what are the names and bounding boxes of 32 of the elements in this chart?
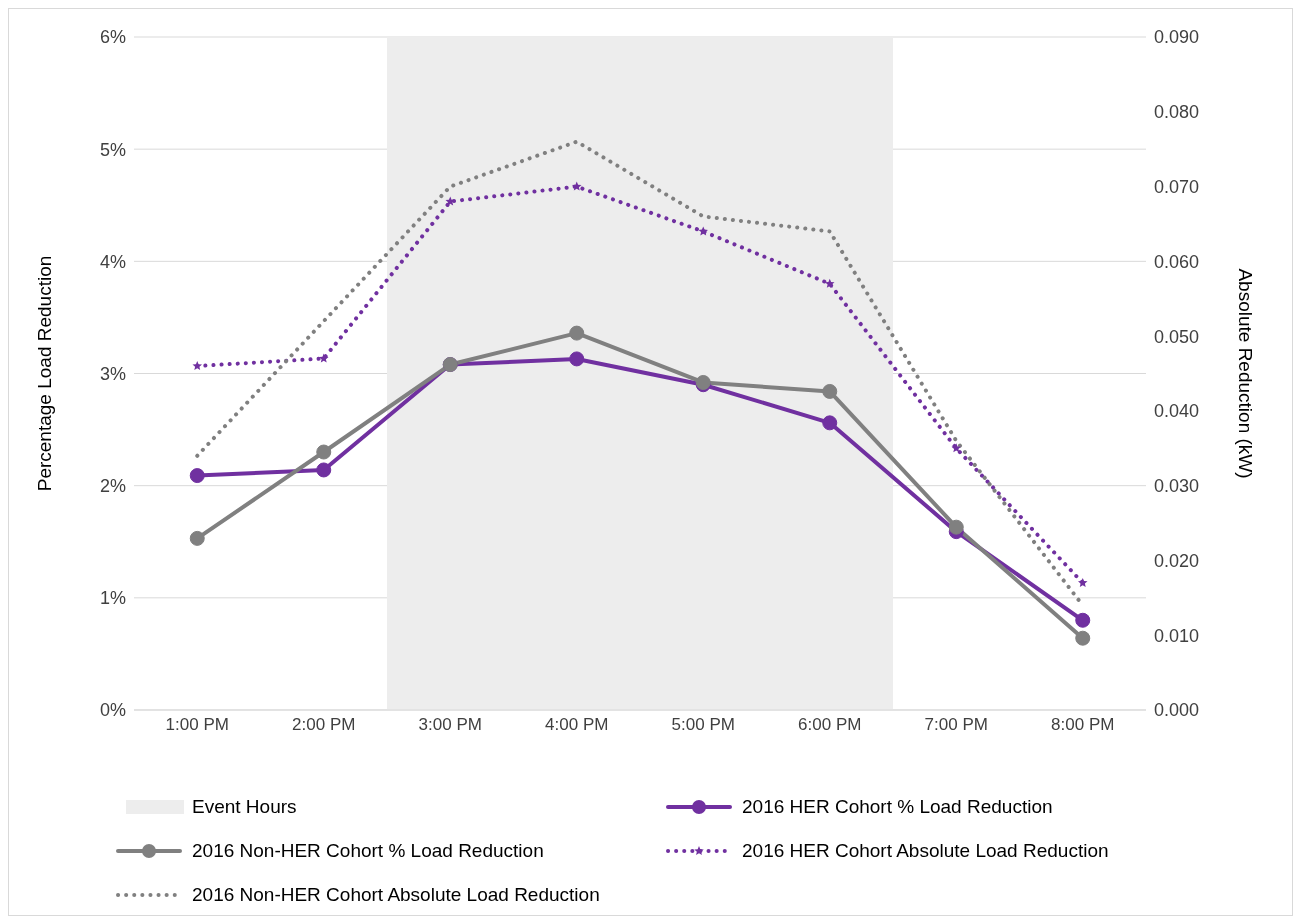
y2-tick-label: 0.050 (1154, 326, 1200, 347)
y-tick-label: 1% (99, 588, 126, 609)
y2-tick-label: 0.060 (1154, 251, 1200, 272)
y2-tick-label: 0.080 (1154, 102, 1200, 123)
y2-tick-label: 0.010 (1154, 625, 1200, 646)
x-tick-label: 1:00 PM (165, 715, 229, 735)
y-axis-title: Percentage Load Reduction (33, 255, 55, 492)
y-tick-label: 0% (99, 700, 126, 721)
y2-tick-label: 0.030 (1154, 476, 1200, 497)
y-tick-label: 4% (99, 251, 126, 272)
x-tick-label: 2:00 PM (292, 715, 356, 735)
legend-label: 2016 Non-HER Cohort % Load Reduction (192, 840, 544, 862)
legend-label: Event Hours (192, 796, 297, 818)
y2-tick-label: 0.020 (1154, 550, 1200, 571)
y-tick-label: 6% (99, 27, 126, 48)
legend-label: 2016 HER Cohort Absolute Load Reduction (742, 840, 1109, 862)
x-tick-label: 5:00 PM (671, 715, 735, 735)
y2-tick-label: 0.090 (1154, 27, 1200, 48)
y2-axis-title: Absolute Reduction (kW) (1235, 268, 1257, 479)
y2-tick-label: 0.040 (1154, 401, 1200, 422)
y2-tick-label: 0.070 (1154, 176, 1200, 197)
x-tick-label: 3:00 PM (418, 715, 482, 735)
y-tick-label: 2% (99, 476, 126, 497)
y-tick-label: 3% (99, 363, 126, 384)
x-tick-label: 6:00 PM (798, 715, 862, 735)
legend-label: 2016 HER Cohort % Load Reduction (742, 796, 1053, 818)
x-tick-label: 4:00 PM (545, 715, 609, 735)
x-tick-label: 8:00 PM (1051, 715, 1115, 735)
y2-tick-label: 0.000 (1154, 700, 1200, 721)
x-tick-label: 7:00 PM (924, 715, 988, 735)
legend-label: 2016 Non-HER Cohort Absolute Load Reduction (192, 884, 600, 906)
y-tick-label: 5% (99, 139, 126, 160)
